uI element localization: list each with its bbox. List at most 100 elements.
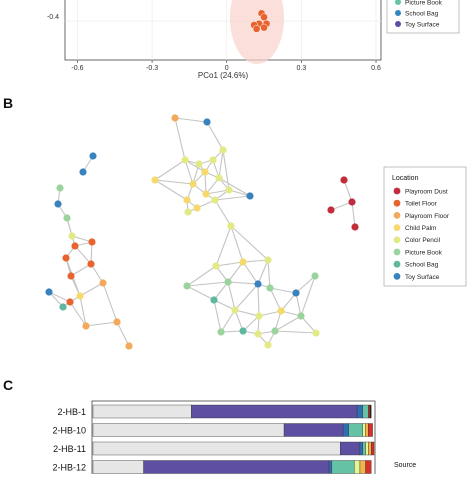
network-edge	[154, 179, 194, 185]
network-edge	[205, 189, 230, 195]
network-edge	[220, 330, 244, 333]
stacked-bar-segment	[365, 441, 369, 456]
panel-a-xtick-label: 0.3	[297, 65, 307, 72]
panel-a-xtick-label: -0.3	[146, 65, 158, 72]
network-node	[239, 327, 247, 335]
panel-a-xtick-label: 0.6	[371, 65, 381, 72]
network-node	[231, 306, 239, 314]
stacked-bar-segment	[354, 460, 361, 474]
network-node	[183, 282, 191, 290]
network-edge	[184, 159, 206, 173]
network-node	[59, 303, 67, 311]
network-edge	[269, 287, 282, 312]
stacked-bar-segment	[92, 404, 192, 419]
network-node	[277, 307, 285, 315]
network-edge	[85, 321, 118, 327]
panel-a-xtick-label: 0	[225, 65, 229, 72]
panel-b-legend-label: Picture Book	[405, 249, 443, 256]
stacked-bar-segment	[191, 404, 358, 419]
network-edge	[222, 149, 230, 191]
network-node	[88, 238, 96, 246]
network-node	[254, 280, 262, 288]
network-edge	[174, 117, 186, 161]
panel-c-legend-title: Source	[394, 462, 416, 469]
network-edge	[218, 149, 224, 179]
network-edge	[267, 259, 271, 289]
network-node	[45, 288, 53, 296]
network-node	[202, 190, 210, 198]
network-edge	[257, 283, 260, 317]
stacked-bar-segment	[143, 460, 330, 474]
network-edge	[230, 225, 244, 263]
panel-c-bars	[92, 404, 375, 479]
network-node	[201, 168, 209, 176]
network-node	[297, 312, 305, 320]
network-node	[271, 327, 279, 335]
panel-b-label: B	[3, 95, 13, 111]
network-edge	[186, 285, 215, 301]
network-edge	[213, 281, 229, 301]
network-node	[125, 342, 133, 350]
stacked-bar-segment	[92, 423, 285, 437]
network-nodes	[45, 114, 359, 350]
network-node	[193, 204, 201, 212]
network-node	[63, 214, 71, 222]
network-edge	[230, 225, 269, 261]
panel-a-grid	[65, 0, 381, 60]
network-edges	[48, 117, 356, 347]
network-edge	[228, 189, 251, 197]
stacked-bar-segment	[369, 404, 372, 419]
stacked-bar-segment	[370, 441, 375, 456]
network-node	[62, 254, 70, 262]
network-node	[181, 156, 189, 164]
network-node	[266, 284, 274, 292]
stacked-bar-segment	[368, 404, 370, 419]
network-node	[211, 196, 219, 204]
network-edge	[227, 281, 236, 311]
panel-b-legend-label: Playroom Dust	[405, 188, 448, 195]
panel-b-legend: Playroom Dust Toilet Floor Playroom Floor C…	[393, 187, 450, 281]
network-edge	[184, 159, 194, 185]
network-node	[189, 180, 197, 188]
network-edge	[269, 287, 297, 294]
panel-b-legend-swatch	[393, 248, 401, 256]
panel-a-legend-label: Toy Surface	[405, 22, 440, 29]
panel-b-legend-swatch	[393, 273, 401, 280]
stacked-bar-segment	[359, 460, 366, 474]
network-node	[210, 296, 218, 304]
network-edge	[280, 292, 297, 312]
panel-c-label: C	[3, 377, 13, 393]
panel-b-legend-swatch	[393, 224, 401, 232]
network-edge	[79, 295, 87, 327]
network-edge	[300, 275, 316, 317]
panel-a-point	[252, 25, 261, 33]
panel-c-row-label: 2-HB-11	[53, 444, 86, 454]
panel-b-legend-label: Child Palm	[405, 225, 436, 232]
panel-a-xaxis-title: PCo1 (24.6%)	[198, 71, 249, 80]
network-node	[217, 328, 225, 336]
network-edge	[79, 282, 104, 297]
panel-b-legend-swatch	[393, 236, 401, 244]
network-node	[225, 186, 233, 194]
network-node	[66, 298, 74, 306]
network-edge	[69, 301, 87, 327]
network-edge	[213, 299, 236, 311]
panel-c-row-label: 2-HB-10	[52, 426, 86, 436]
panel-b-legend-swatch	[393, 260, 401, 268]
panel-b-legend-label: Toy Surface	[405, 274, 440, 281]
stacked-bar-segment	[362, 404, 369, 419]
panel-a-point	[260, 13, 268, 22]
network-edge	[295, 275, 316, 294]
network-node	[195, 160, 203, 168]
network-node	[227, 222, 235, 230]
panel-c-row-label: 2-HB-12	[52, 463, 86, 473]
stacked-bar-segment	[368, 441, 372, 456]
panel-b-legend-swatch	[393, 199, 401, 207]
network-node	[255, 312, 263, 320]
network-node	[292, 289, 300, 297]
network-edge	[213, 299, 222, 333]
network-edge	[215, 261, 244, 267]
network-edge	[295, 292, 302, 317]
network-node	[79, 168, 87, 176]
